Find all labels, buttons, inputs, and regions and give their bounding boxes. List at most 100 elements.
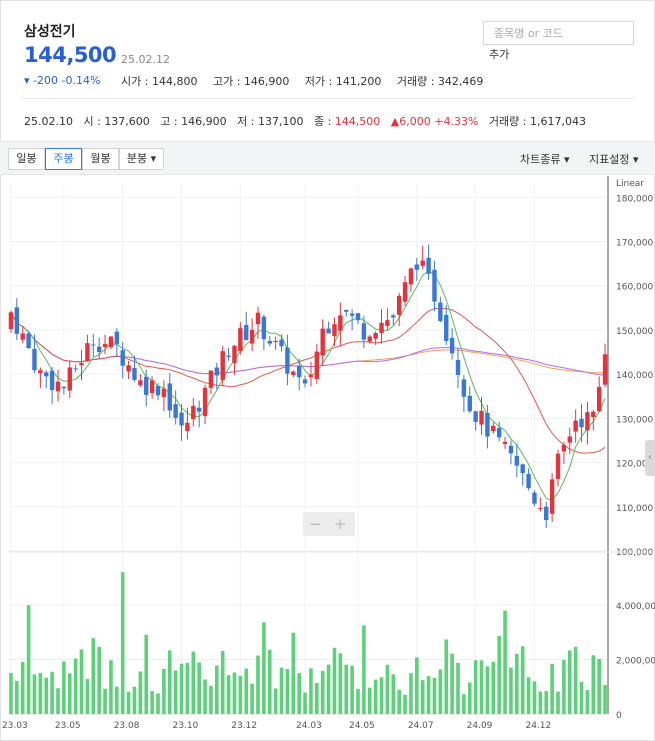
period-close-label: 종 : (313, 115, 335, 128)
candle-body (326, 328, 331, 334)
search-input[interactable] (483, 21, 634, 45)
candle-body (338, 315, 343, 331)
candle-body (502, 441, 508, 444)
volume-bar (373, 679, 378, 714)
volume-bar (191, 651, 196, 714)
tab-daily[interactable]: 일봉 (8, 148, 45, 170)
volume-bar (520, 646, 525, 714)
open-label: 시가 : (121, 75, 152, 88)
volume-bar (162, 668, 166, 714)
candle-body (120, 350, 125, 366)
volume-bar (409, 673, 413, 714)
candle-body (561, 444, 567, 452)
volume-bar (273, 688, 278, 714)
tab-weekly[interactable]: 주봉 (45, 148, 82, 170)
volume-bar (544, 691, 549, 714)
volume-bar (467, 682, 472, 714)
scale-label: Linear (616, 179, 644, 189)
volume-bar (9, 673, 13, 714)
x-tick-label: 24.09 (467, 721, 493, 731)
volume-bar (226, 675, 231, 714)
candle-body (55, 381, 61, 392)
candle-body (314, 351, 320, 379)
volume-bar (350, 665, 354, 714)
volume-bar (444, 639, 449, 714)
candle-body (96, 346, 102, 353)
candle-body (420, 260, 425, 266)
candle-body (144, 376, 149, 395)
candle-body (402, 282, 408, 302)
candle-body (126, 365, 131, 372)
volume-bar (556, 691, 560, 714)
side-panel-handle[interactable]: ‹ (645, 440, 655, 476)
volume-bar (220, 651, 225, 714)
volume-bar (497, 635, 501, 714)
volume-bar (267, 649, 272, 714)
volume-bar (44, 677, 49, 714)
high-value: 146,900 (243, 75, 290, 88)
stock-name: 삼성전기 (24, 24, 76, 40)
chart-type-dropdown[interactable]: 차트종류 ▾ (520, 153, 570, 166)
add-button[interactable]: 추가 (489, 48, 510, 61)
period-high: 146,900 (181, 115, 227, 128)
price-chart[interactable]: 100,000 110,000 120,000 130,000 140,000 150,0… (0, 176, 655, 741)
volume-bar (303, 692, 307, 714)
candle-body (226, 355, 231, 357)
volume-bar (379, 677, 384, 714)
volume-bar (197, 662, 201, 714)
candle-body (185, 422, 190, 432)
candle-body (508, 445, 514, 454)
volume-bar (344, 664, 349, 714)
candle-body (8, 312, 14, 330)
volume-bar (309, 668, 313, 714)
high-label: 고가 : (212, 75, 244, 88)
period-change-pct: +4.33% (434, 115, 479, 128)
x-tick-label: 23.10 (173, 721, 199, 731)
candle-body (585, 412, 590, 431)
candle-body (285, 347, 290, 374)
candle-body (279, 339, 284, 347)
candle-body (532, 492, 537, 504)
x-tick-label: 24.03 (296, 721, 322, 731)
candle-body (591, 411, 596, 418)
volume-bar (573, 646, 578, 714)
volume-bar (550, 663, 554, 714)
x-tick-label: 24.12 (525, 721, 551, 731)
candle-body (349, 313, 355, 316)
volume-bar (232, 672, 237, 714)
indicator-settings-dropdown[interactable]: 지표설정 ▾ (589, 153, 639, 166)
zoom-out-button[interactable]: − (309, 515, 322, 533)
period-low-label: 저 : (237, 115, 258, 128)
period-date: 25.02.10 (24, 115, 73, 128)
x-tick-label: 24.07 (408, 721, 434, 731)
candle-body (549, 479, 555, 514)
candle-body (161, 388, 167, 398)
period-change: ▲6,000 (390, 115, 431, 128)
volume-bar (62, 661, 66, 714)
volume-bar (185, 662, 190, 714)
tab-minute-dropdown[interactable]: 분봉 ▾ (119, 148, 164, 170)
candle-body (479, 410, 484, 425)
candle-body (308, 374, 314, 378)
volume-bar (403, 694, 407, 714)
x-tick-label: 23.05 (55, 721, 81, 731)
price-tick-label: 150,000 (616, 327, 653, 337)
zoom-in-button[interactable]: + (334, 515, 347, 533)
candle-body (361, 323, 367, 340)
chart-toolbar: 일봉 주봉 월봉 분봉 ▾ 차트종류 ▾ 지표설정 ▾ (0, 141, 655, 175)
volume-bar (426, 676, 431, 714)
candle-body (444, 314, 449, 341)
volume-bar (144, 634, 149, 714)
volume-bar (509, 667, 513, 714)
candle-body (302, 379, 308, 384)
candle-body (538, 508, 543, 510)
volume-bar (215, 665, 219, 714)
volume-tick-label: 0 (616, 711, 622, 721)
volume-bar (262, 622, 266, 714)
candle-body (173, 404, 178, 418)
tab-monthly[interactable]: 월봉 (82, 148, 119, 170)
candle-body (320, 328, 325, 356)
candle-body (291, 371, 296, 376)
period-open: 137,600 (104, 115, 150, 128)
volume-bar (67, 673, 72, 714)
